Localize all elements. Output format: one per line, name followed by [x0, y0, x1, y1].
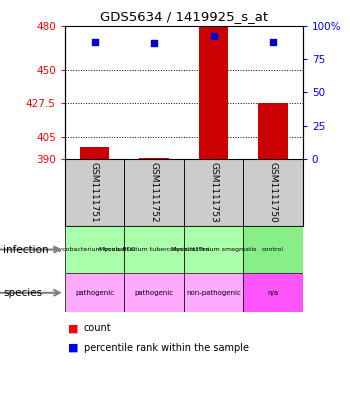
Bar	[184, 226, 243, 273]
Bar	[65, 159, 124, 226]
Bar	[65, 226, 124, 273]
Text: GSM1111752: GSM1111752	[149, 162, 159, 223]
Bar	[139, 158, 169, 159]
Text: pathogenic: pathogenic	[75, 290, 114, 296]
Bar	[124, 159, 184, 226]
Point	[270, 39, 276, 45]
Bar	[243, 226, 303, 273]
Text: ■: ■	[68, 343, 79, 353]
Text: count: count	[84, 323, 112, 333]
Text: Mycobacterium tuberculosis H37ra: Mycobacterium tuberculosis H37ra	[99, 247, 209, 252]
Text: control: control	[262, 247, 284, 252]
Text: non-pathogenic: non-pathogenic	[186, 290, 241, 296]
Point	[92, 39, 97, 45]
Bar	[124, 273, 184, 312]
Point	[211, 33, 216, 39]
Text: infection: infection	[4, 244, 49, 255]
Text: species: species	[4, 288, 43, 298]
Point	[151, 40, 157, 46]
Bar	[184, 273, 243, 312]
Text: GSM1111751: GSM1111751	[90, 162, 99, 223]
Bar	[243, 159, 303, 226]
Bar	[258, 103, 288, 159]
Text: ■: ■	[68, 323, 79, 333]
Bar	[184, 159, 243, 226]
Bar	[80, 147, 109, 159]
Bar	[124, 226, 184, 273]
Text: GSM1111750: GSM1111750	[268, 162, 278, 223]
Bar	[199, 27, 228, 159]
Text: GSM1111753: GSM1111753	[209, 162, 218, 223]
Text: Mycobacterium smegmatis: Mycobacterium smegmatis	[171, 247, 256, 252]
Title: GDS5634 / 1419925_s_at: GDS5634 / 1419925_s_at	[100, 10, 268, 23]
Text: pathogenic: pathogenic	[134, 290, 174, 296]
Text: Mycobacterium bovis BCG: Mycobacterium bovis BCG	[53, 247, 136, 252]
Bar	[243, 273, 303, 312]
Text: n/a: n/a	[267, 290, 279, 296]
Text: percentile rank within the sample: percentile rank within the sample	[84, 343, 249, 353]
Bar	[65, 273, 124, 312]
